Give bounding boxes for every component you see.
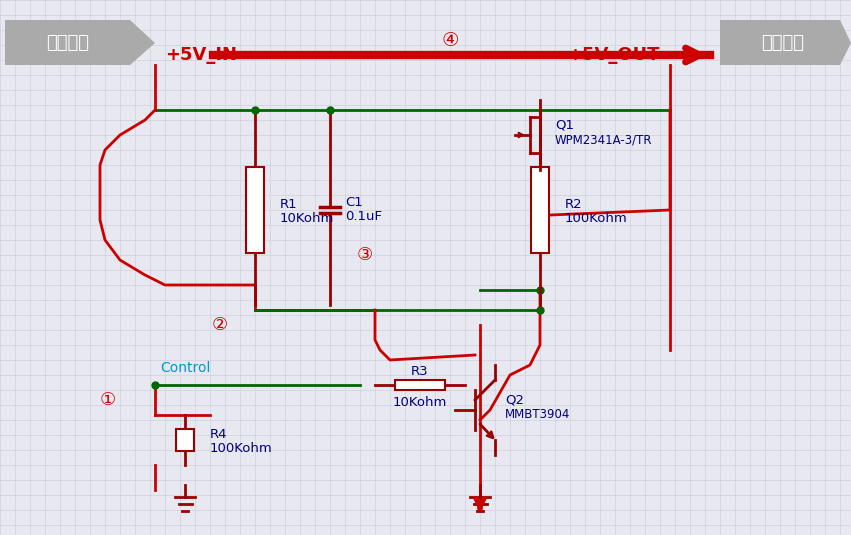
Text: ②: ② xyxy=(212,316,228,334)
Text: C1: C1 xyxy=(345,195,363,209)
Text: R4: R4 xyxy=(210,427,227,440)
Text: 电源输入: 电源输入 xyxy=(47,34,89,52)
Text: 0.1uF: 0.1uF xyxy=(345,210,382,223)
Text: ④: ④ xyxy=(442,30,459,50)
Text: 电源输出: 电源输出 xyxy=(762,34,804,52)
Text: ③: ③ xyxy=(357,246,373,264)
Text: 10Kohm: 10Kohm xyxy=(280,211,334,225)
Text: WPM2341A-3/TR: WPM2341A-3/TR xyxy=(555,134,653,147)
Bar xyxy=(531,167,549,253)
Text: +5V_IN: +5V_IN xyxy=(165,46,237,64)
Text: Q2: Q2 xyxy=(505,394,524,407)
Text: MMBT3904: MMBT3904 xyxy=(505,409,570,422)
Text: R1: R1 xyxy=(280,197,298,210)
Text: 10Kohm: 10Kohm xyxy=(393,396,447,409)
Text: 100Kohm: 100Kohm xyxy=(565,211,628,225)
Text: R3: R3 xyxy=(411,364,429,378)
Text: 100Kohm: 100Kohm xyxy=(210,441,273,455)
Polygon shape xyxy=(720,20,851,65)
Text: +5V_OUT: +5V_OUT xyxy=(568,46,660,64)
Bar xyxy=(395,380,445,390)
Bar xyxy=(246,167,264,253)
Text: Q1: Q1 xyxy=(555,118,574,132)
Polygon shape xyxy=(5,20,155,65)
Text: ①: ① xyxy=(100,391,116,409)
Text: R2: R2 xyxy=(565,197,583,210)
Bar xyxy=(176,429,194,451)
Text: Control: Control xyxy=(160,361,210,375)
